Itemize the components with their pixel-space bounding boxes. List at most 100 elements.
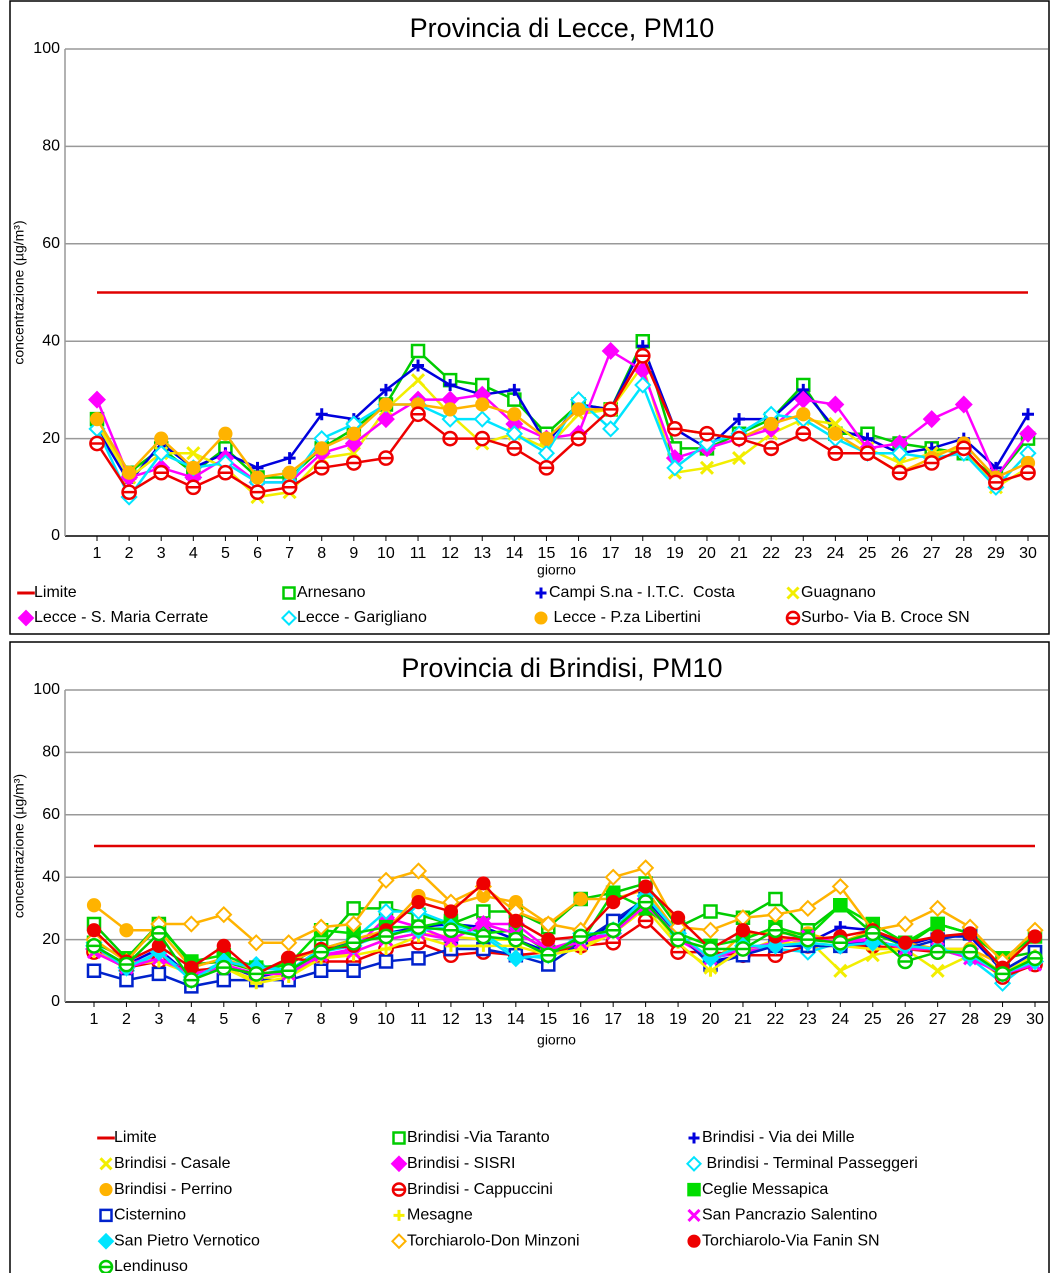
data-point — [216, 972, 232, 988]
data-point — [378, 928, 394, 945]
x-tick-label: 3 — [154, 1011, 163, 1028]
data-point — [151, 938, 166, 953]
data-point — [154, 431, 169, 446]
data-point — [832, 934, 849, 951]
data-point — [670, 944, 686, 960]
chart-frame — [9, 0, 1050, 635]
data-point — [344, 915, 363, 933]
x-tick-label: 18 — [637, 1011, 655, 1028]
x-tick-label: 21 — [734, 1011, 752, 1028]
data-point — [606, 895, 621, 910]
x-tick-label: 18 — [634, 545, 652, 562]
x-tick-label: 10 — [377, 1011, 395, 1028]
x-tick-label: 16 — [572, 1011, 590, 1028]
legend-marker — [390, 1233, 408, 1250]
data-point — [86, 898, 102, 913]
data-point — [831, 877, 849, 896]
data-point — [315, 408, 328, 421]
data-point — [702, 941, 719, 957]
data-point — [378, 954, 394, 969]
x-tick-label: 23 — [799, 1011, 817, 1028]
legend-marker — [97, 1232, 115, 1250]
data-point — [929, 944, 946, 960]
data-point — [441, 410, 459, 428]
data-point — [410, 373, 426, 388]
data-point — [768, 891, 783, 907]
x-tick-label: 25 — [864, 1011, 882, 1028]
data-point — [833, 963, 848, 978]
data-point — [796, 407, 811, 422]
data-point — [283, 452, 296, 465]
data-point — [638, 879, 653, 894]
data-point — [346, 901, 361, 916]
data-point — [476, 904, 491, 919]
data-point — [476, 916, 491, 932]
data-point — [735, 923, 751, 938]
data-point — [1022, 408, 1034, 421]
legend-label: Brindisi - SISRI — [407, 1155, 515, 1172]
data-point — [443, 904, 459, 919]
data-point — [988, 474, 1004, 491]
x-tick-label: 27 — [923, 545, 941, 562]
data-point — [409, 862, 428, 880]
data-point — [833, 898, 848, 913]
x-tick-label: 1 — [93, 545, 102, 562]
x-tick-label: 17 — [604, 1011, 622, 1028]
data-point — [508, 913, 523, 928]
data-point — [86, 938, 102, 954]
data-point — [282, 465, 297, 480]
legend-marker — [685, 1155, 703, 1172]
legend-marker — [392, 1131, 406, 1145]
data-point — [442, 430, 458, 447]
legend-label: Torchiarolo-Via Fanin SN — [702, 1232, 880, 1249]
data-point — [377, 871, 395, 889]
data-point — [411, 895, 426, 910]
legend-marker — [785, 610, 801, 626]
data-point — [922, 410, 941, 429]
data-point — [476, 876, 491, 891]
data-point — [376, 410, 395, 429]
x-tick-label: 6 — [253, 545, 262, 562]
data-point — [827, 445, 844, 462]
data-point — [605, 922, 622, 939]
data-point — [828, 426, 843, 441]
data-point — [183, 972, 200, 988]
legend-label: Brindisi - Via dei Mille — [702, 1129, 855, 1146]
legend-label: Lecce - P.za Libertini — [549, 609, 701, 626]
x-tick-label: 28 — [955, 545, 973, 562]
x-tick-label: 2 — [125, 545, 134, 562]
data-point — [930, 916, 945, 932]
data-point — [444, 939, 457, 952]
data-point — [962, 944, 978, 960]
x-tick-label: 24 — [831, 1011, 849, 1028]
legend-label: Limite — [34, 584, 77, 601]
legend-label: Brindisi - Casale — [114, 1155, 231, 1172]
data-point — [703, 904, 718, 919]
x-tick-label: 6 — [252, 1011, 261, 1028]
y-axis-label: concentrazione (µg/m³) — [11, 220, 27, 364]
legend-label: Brindisi - Perrino — [114, 1181, 232, 1198]
x-tick-label: 5 — [221, 545, 230, 562]
x-tick-label: 25 — [859, 545, 877, 562]
data-point — [799, 899, 817, 918]
data-point — [637, 859, 655, 877]
legend-label: Lendinuso — [114, 1258, 188, 1273]
data-point — [766, 906, 785, 924]
data-point — [601, 341, 620, 360]
y-tick-label: 100 — [33, 681, 60, 698]
x-tick-label: 17 — [602, 545, 620, 562]
data-point — [444, 379, 457, 392]
data-point — [507, 407, 522, 422]
y-axis-label: concentrazione (µg/m³) — [11, 774, 27, 918]
data-point — [954, 395, 973, 414]
data-point — [410, 919, 427, 935]
data-point — [86, 963, 102, 979]
data-point — [215, 906, 233, 924]
data-point — [248, 966, 265, 982]
x-tick-label: 7 — [284, 1011, 293, 1028]
data-point — [215, 959, 232, 976]
x-tick-label: 9 — [349, 545, 358, 562]
legend-label: Mesagne — [407, 1207, 473, 1224]
x-tick-label: 8 — [317, 1011, 326, 1028]
